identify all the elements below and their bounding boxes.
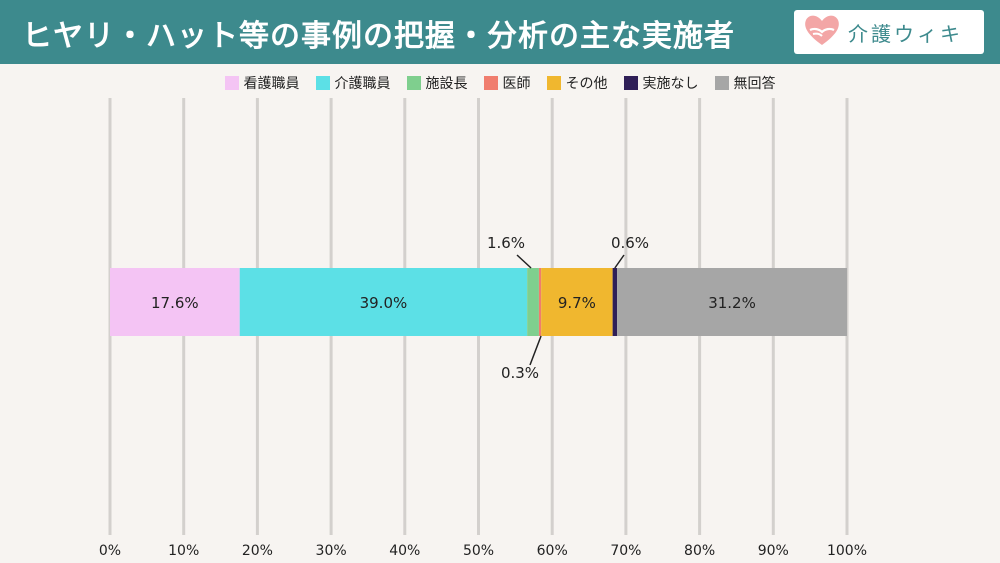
x-tick-label: 90% — [758, 543, 789, 559]
legend-label: その他 — [565, 76, 608, 92]
legend-item: 介護職員 — [315, 73, 391, 93]
bar-segment — [527, 268, 539, 336]
legend-item: 看護職員 — [224, 73, 300, 93]
bar-segment — [239, 268, 528, 336]
legend-swatch — [546, 76, 561, 90]
data-label: 9.7% — [558, 294, 596, 312]
legend-item: その他 — [546, 73, 608, 93]
leader-line — [529, 335, 542, 366]
legend-swatch — [623, 76, 638, 90]
legend-label: 介護職員 — [334, 76, 391, 92]
leader-line — [614, 254, 625, 269]
x-tick-label: 40% — [389, 543, 420, 559]
legend-swatch — [224, 76, 239, 90]
data-label: 31.2% — [708, 294, 756, 312]
bar-segment — [617, 268, 847, 336]
x-tick-label: 70% — [610, 543, 641, 559]
bar-segment — [612, 268, 618, 336]
x-tick-label: 10% — [168, 543, 199, 559]
x-tick-label: 20% — [242, 543, 273, 559]
bar-segment — [538, 268, 542, 336]
legend-swatch — [315, 76, 330, 90]
x-tick-label: 60% — [537, 543, 568, 559]
legend-label: 施設長 — [425, 76, 468, 92]
brand-logo[interactable]: 介護ウィキ — [794, 10, 984, 54]
x-tick-label: 30% — [316, 543, 347, 559]
x-tick-label: 100% — [827, 543, 867, 559]
legend-item: 施設長 — [406, 73, 468, 93]
header-bar: ヒヤリ・ハット等の事例の把握・分析の主な実施者 介護ウィキ — [0, 0, 1000, 64]
legend-item: 実施なし — [623, 73, 699, 93]
leader-line — [516, 254, 532, 269]
data-label: 0.6% — [611, 234, 649, 252]
data-label: 0.3% — [501, 364, 539, 382]
legend-label: 医師 — [502, 76, 531, 92]
legend-swatch — [406, 76, 421, 90]
legend-item: 医師 — [483, 73, 531, 93]
legend-swatch — [714, 76, 729, 90]
legend-label: 無回答 — [733, 76, 776, 92]
bar-end-cap — [841, 268, 847, 336]
legend-label: 看護職員 — [243, 76, 300, 92]
brand-name: 介護ウィキ — [848, 21, 963, 46]
legend-item: 無回答 — [714, 73, 776, 93]
x-tick-label: 0% — [99, 543, 121, 559]
bar-segment — [541, 268, 613, 336]
x-tick-label: 50% — [463, 543, 494, 559]
legend-swatch — [483, 76, 498, 90]
data-label: 17.6% — [151, 294, 199, 312]
chart-title: ヒヤリ・ハット等の事例の把握・分析の主な実施者 — [22, 19, 735, 54]
legend: 看護職員 介護職員 施設長 医師 その他 実施なし 無回答 — [0, 72, 1000, 94]
x-tick-label: 80% — [684, 543, 715, 559]
bar-segment — [110, 268, 240, 336]
data-label: 39.0% — [360, 294, 408, 312]
heart-hands-icon — [802, 12, 842, 52]
legend-label: 実施なし — [642, 76, 699, 92]
data-label: 1.6% — [487, 234, 525, 252]
